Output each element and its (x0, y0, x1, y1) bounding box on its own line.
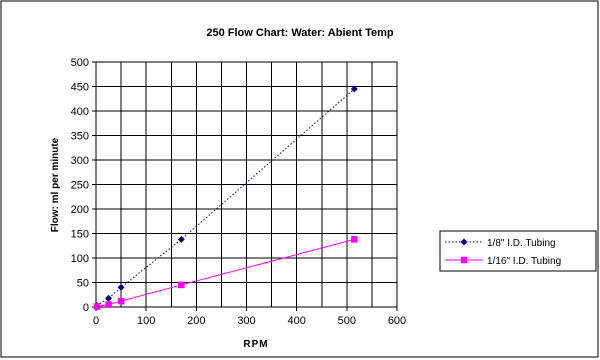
series-1-point (117, 283, 125, 291)
legend-marker-1 (460, 238, 468, 246)
y-tick-label: 250 (71, 180, 89, 192)
plot-frame (95, 61, 398, 308)
x-tick-label: 100 (137, 315, 155, 327)
y-tick-label: 0 (83, 302, 89, 314)
series-1-point (350, 85, 358, 93)
y-tick-label: 500 (71, 57, 89, 69)
y-tick-label: 450 (71, 82, 89, 94)
series-2-point (105, 301, 112, 308)
x-tick-label: 200 (187, 315, 205, 327)
legend: 1/8" I.D. Tubing 1/16" I.D. Tubing (439, 230, 597, 272)
y-axis-label: Flow: ml per minute (50, 137, 61, 232)
legend-marker-2 (460, 256, 468, 264)
y-tick-label: 400 (71, 106, 89, 118)
legend-label-1: 1/8" I.D. Tubing (487, 238, 556, 249)
series-1-point (177, 235, 185, 243)
y-tick-label: 50 (77, 278, 89, 290)
x-tick-label: 300 (237, 315, 255, 327)
x-tick-label: 0 (93, 315, 99, 327)
chart-title: 250 Flow Chart: Water: Abient Temp (206, 27, 394, 39)
legend-box (439, 230, 597, 272)
y-tick-label: 150 (71, 229, 89, 241)
x-tick-label: 500 (338, 315, 356, 327)
y-tick-label: 100 (71, 253, 89, 265)
y-tick-label: 350 (71, 131, 89, 143)
y-tick-label: 300 (71, 155, 89, 167)
plot-area: 0 50 100 150 200 250 300 350 400 450 500 0 100 200 300… (71, 57, 407, 327)
series-2-point (178, 281, 185, 289)
x-tick-label: 400 (287, 315, 305, 327)
series-2-point (351, 236, 358, 243)
series-2-point (93, 303, 101, 310)
x-axis-label: RPM (243, 339, 268, 350)
x-tick-label: 600 (388, 315, 406, 327)
y-tick-label: 200 (71, 204, 89, 216)
series-2-point (117, 297, 125, 305)
legend-label-2: 1/16" I.D. Tubing (487, 256, 561, 267)
